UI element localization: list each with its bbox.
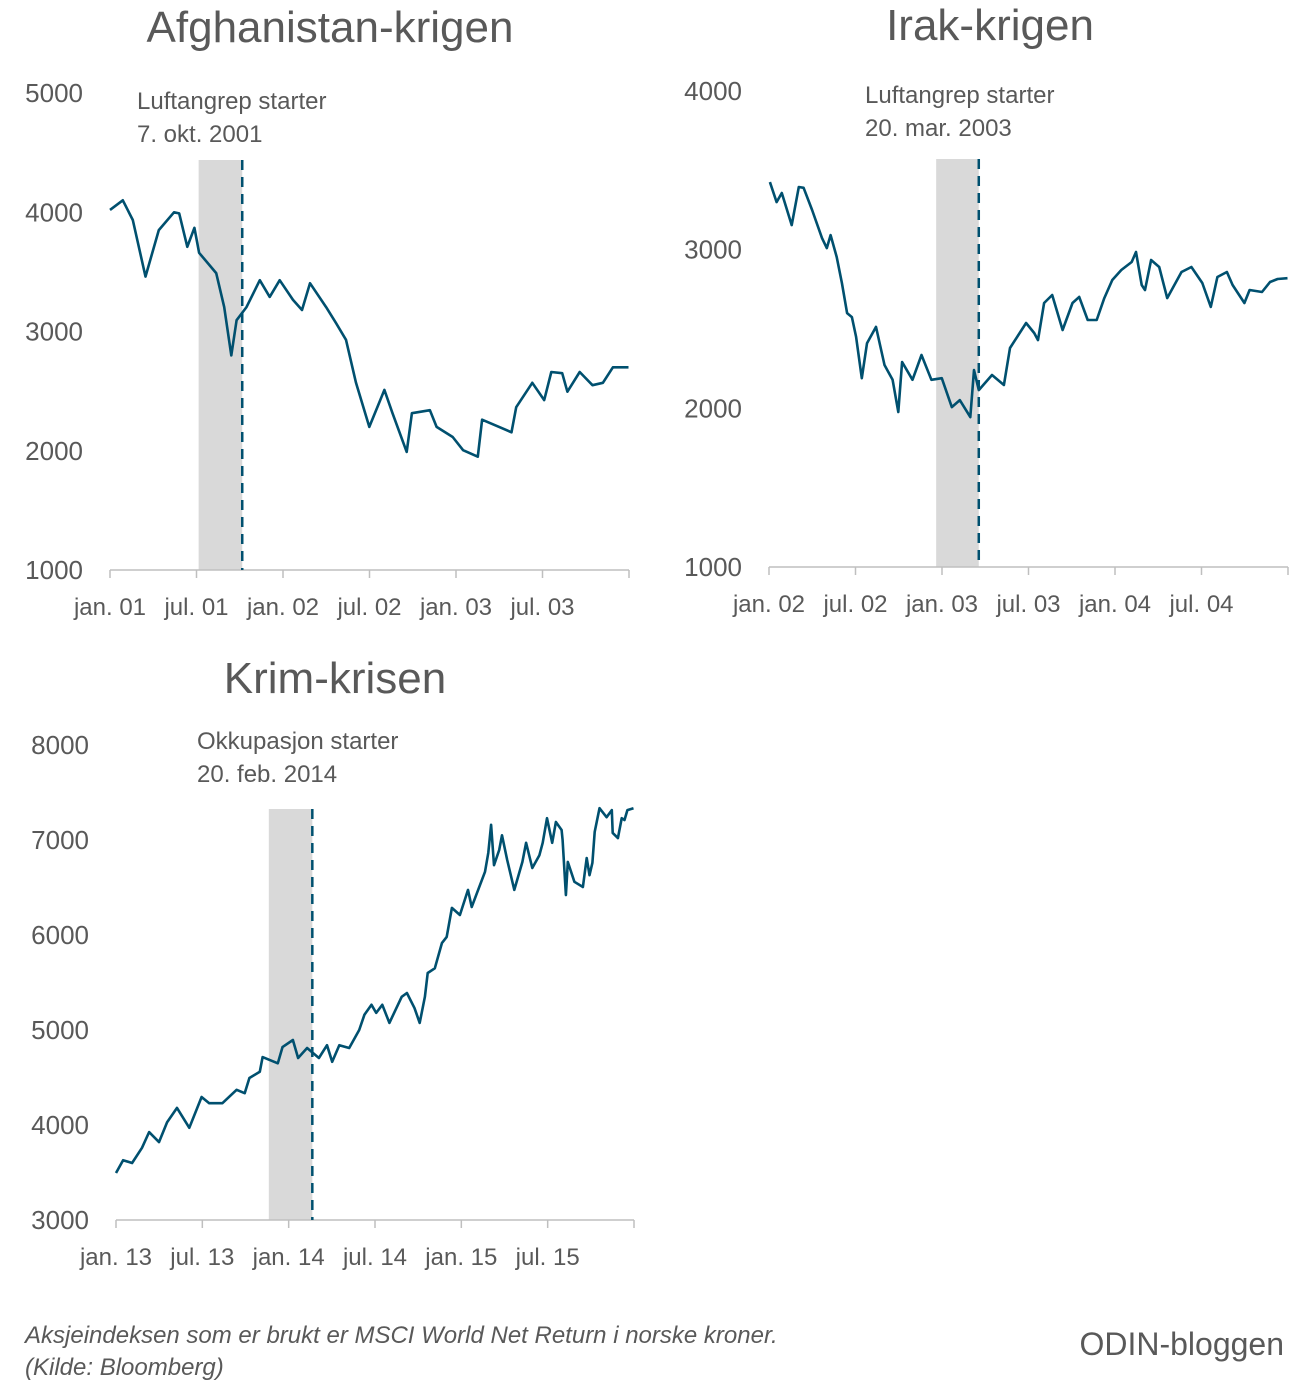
y-tick-label: 1000 xyxy=(25,555,83,585)
chart-krim: Krim-krisen Okkupasjon starter 20. feb. … xyxy=(31,654,635,1271)
annotation-line1: Luftangrep starter xyxy=(137,88,326,115)
index-series-line xyxy=(768,181,1288,419)
x-tick-label: jan. 03 xyxy=(419,594,492,621)
y-tick-label: 2000 xyxy=(684,393,742,423)
x-tick-label: jul. 02 xyxy=(336,594,401,621)
x-tick-label: jul. 15 xyxy=(515,1244,580,1271)
x-tick-label: jul. 01 xyxy=(163,594,228,621)
chart-title: Irak-krigen xyxy=(886,1,1094,50)
index-series-line xyxy=(109,199,629,459)
annotation-line2: 20. mar. 2003 xyxy=(865,115,1012,142)
x-tick-label: jan. 02 xyxy=(246,594,319,621)
chart-title: Krim-krisen xyxy=(224,654,446,703)
x-tick-label: jul. 03 xyxy=(995,591,1060,618)
annotation-line1: Okkupasjon starter xyxy=(197,728,398,755)
x-tick-label: jul. 03 xyxy=(509,594,574,621)
x-tick-label: jan. 02 xyxy=(732,591,805,618)
y-tick-label: 3000 xyxy=(684,235,742,265)
annotation-line2: 20. feb. 2014 xyxy=(197,761,337,788)
footnote-line2: (Kilde: Bloomberg) xyxy=(25,1354,224,1381)
shaded-period xyxy=(198,160,243,570)
y-tick-label: 1000 xyxy=(684,552,742,582)
brand-label: ODIN-bloggen xyxy=(1079,1326,1284,1362)
annotation-line2: 7. okt. 2001 xyxy=(137,121,262,148)
x-tick-label: jul. 13 xyxy=(169,1244,234,1271)
y-tick-label: 3000 xyxy=(25,317,83,347)
y-tick-label: 3000 xyxy=(31,1205,89,1235)
y-tick-label: 5000 xyxy=(25,78,83,108)
y-tick-label: 8000 xyxy=(31,730,89,760)
x-tick-label: jan. 14 xyxy=(252,1244,325,1271)
x-tick-label: jul. 02 xyxy=(822,591,887,618)
y-tick-label: 7000 xyxy=(31,825,89,855)
chart-irak: Irak-krigen Luftangrep starter 20. mar. … xyxy=(684,1,1289,618)
y-tick-label: 5000 xyxy=(31,1015,89,1045)
shaded-period xyxy=(268,809,313,1220)
footnote-line1: Aksjeindeksen som er brukt er MSCI World… xyxy=(23,1322,778,1349)
x-tick-label: jan. 04 xyxy=(1078,591,1151,618)
shaded-period xyxy=(936,159,979,567)
x-tick-label: jan. 01 xyxy=(73,594,146,621)
y-tick-label: 4000 xyxy=(25,197,83,227)
y-tick-label: 2000 xyxy=(25,436,83,466)
chart-afghanistan: Afghanistan-krigen Luftangrep starter 7.… xyxy=(25,3,630,621)
x-tick-label: jan. 13 xyxy=(79,1244,152,1271)
x-tick-label: jul. 14 xyxy=(342,1244,407,1271)
chart-title: Afghanistan-krigen xyxy=(147,3,514,52)
x-tick-label: jan. 03 xyxy=(905,591,978,618)
y-tick-label: 6000 xyxy=(31,920,89,950)
x-tick-label: jan. 15 xyxy=(424,1244,497,1271)
y-tick-label: 4000 xyxy=(684,76,742,106)
annotation-line1: Luftangrep starter xyxy=(865,82,1054,109)
y-tick-label: 4000 xyxy=(31,1110,89,1140)
x-tick-label: jul. 04 xyxy=(1168,591,1233,618)
index-series-line xyxy=(114,806,634,1174)
